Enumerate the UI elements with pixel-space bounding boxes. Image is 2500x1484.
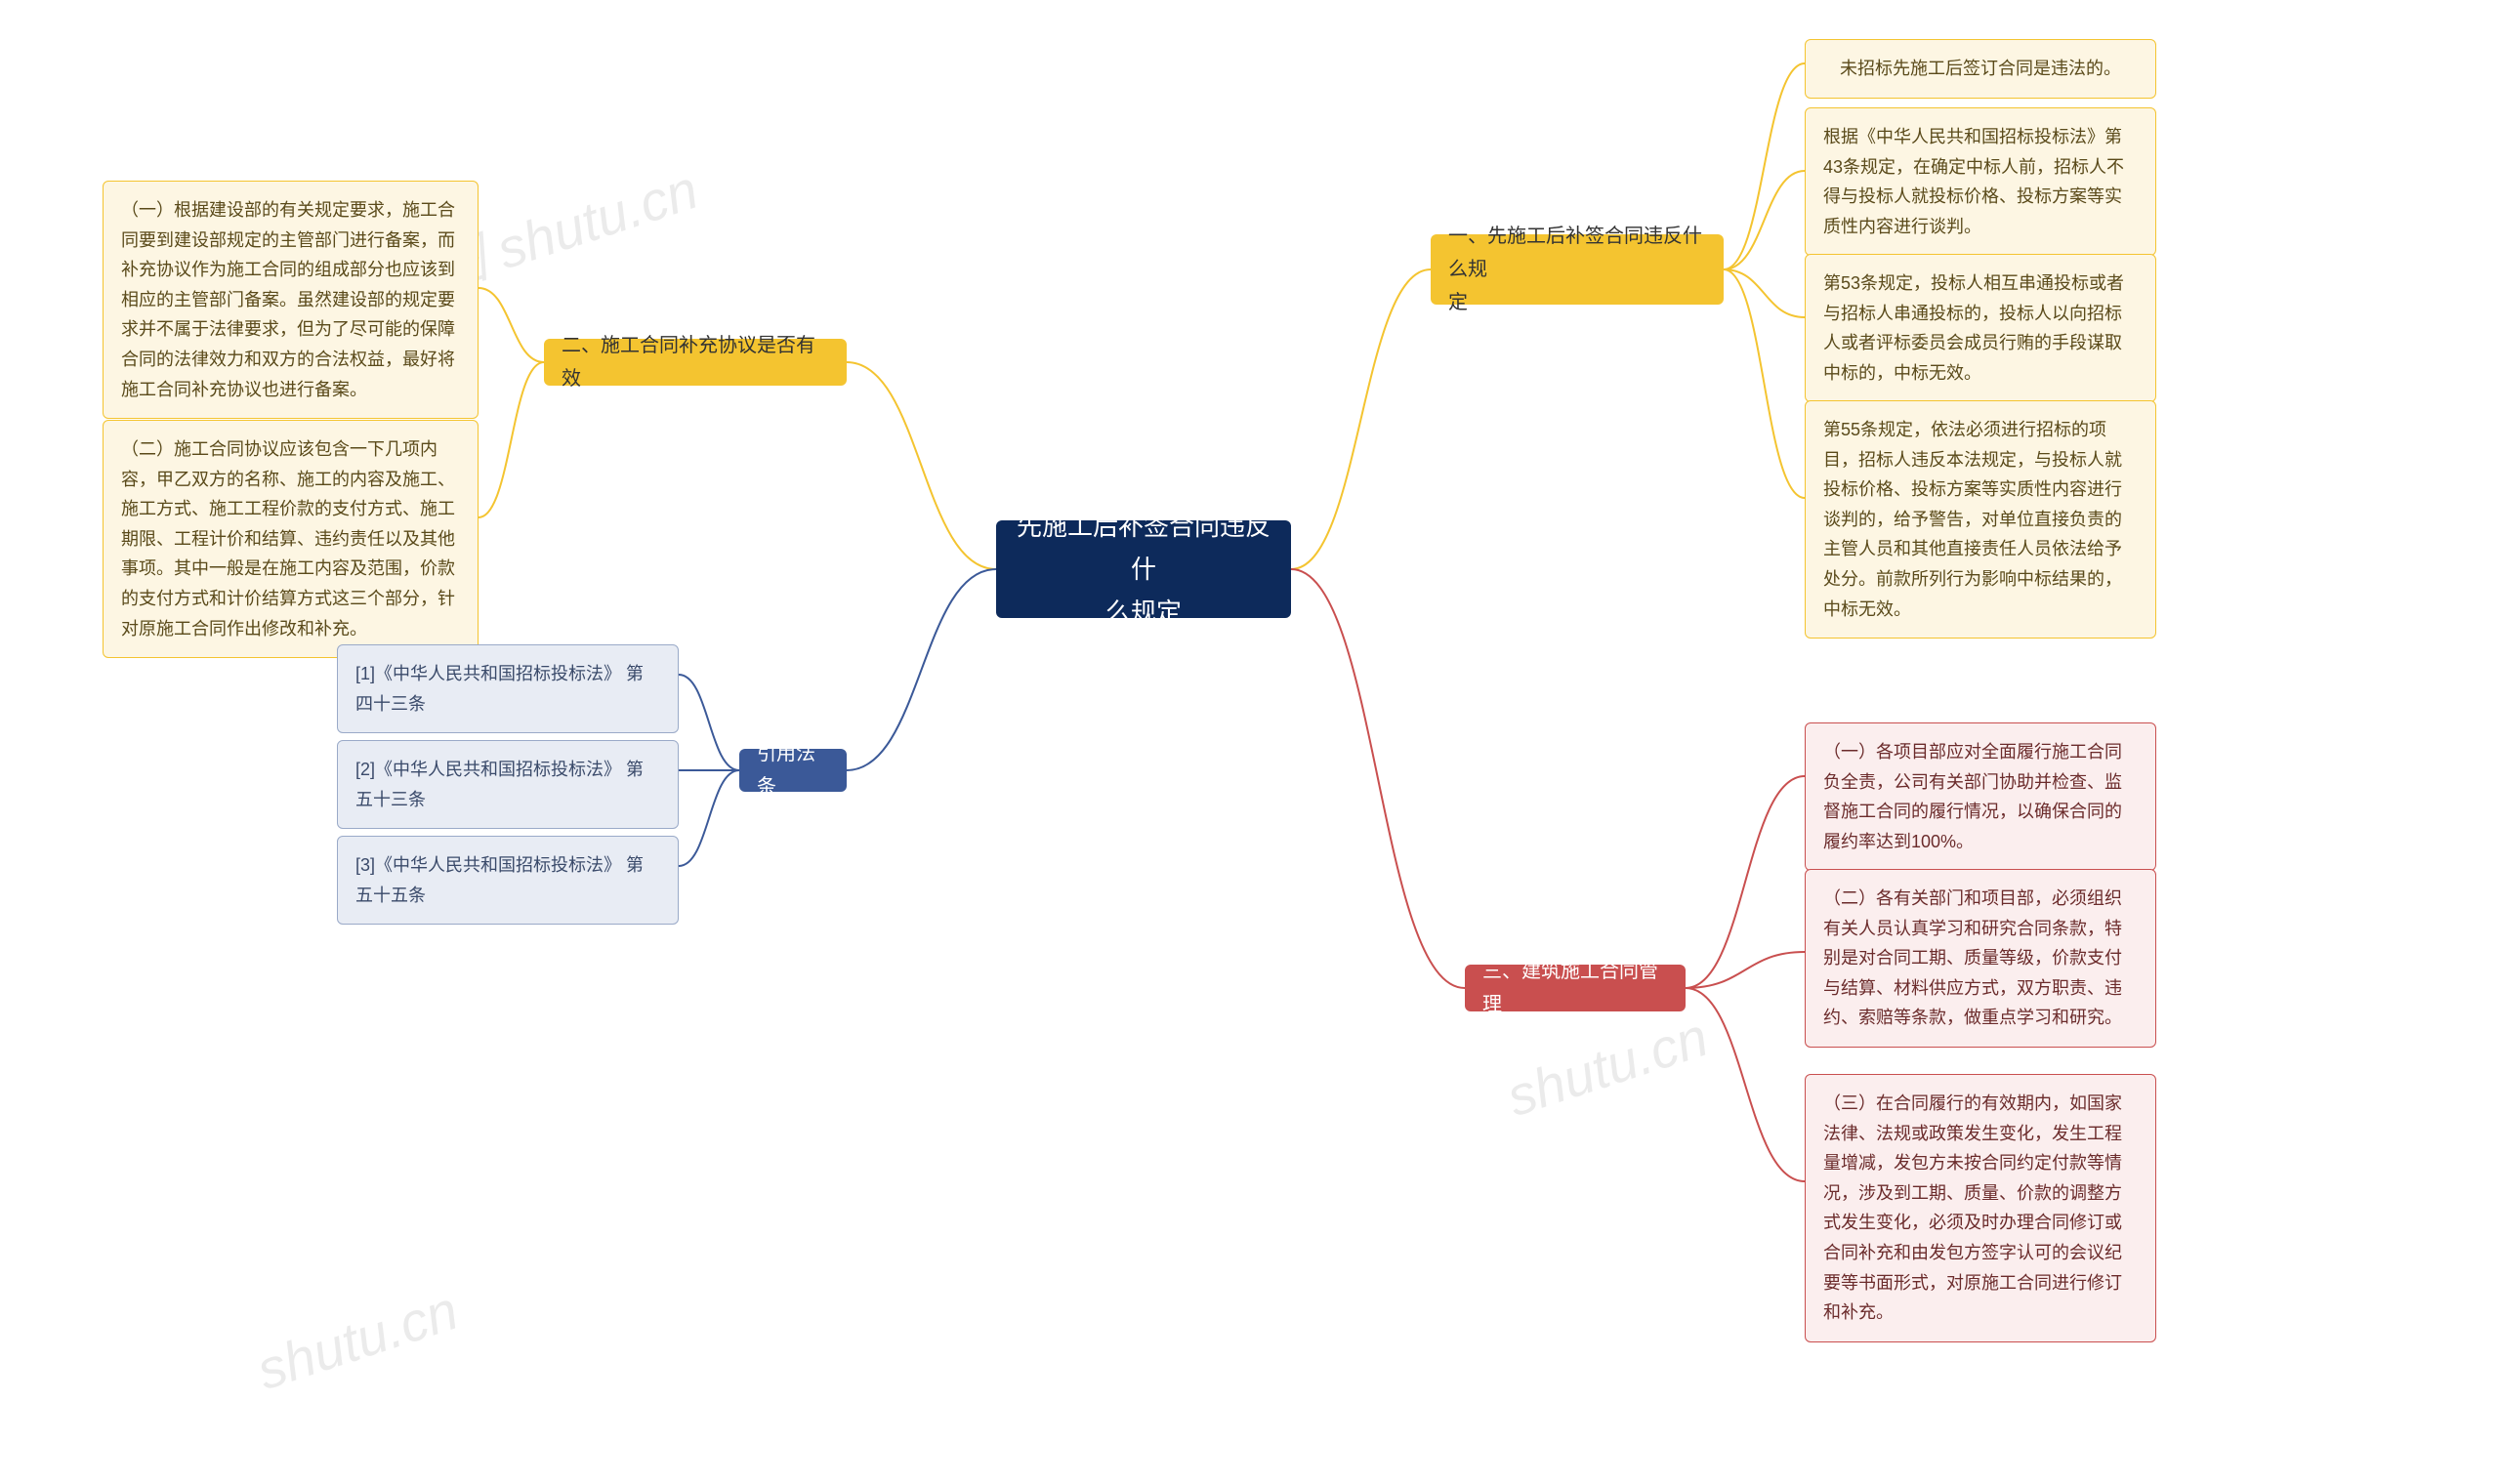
leaf-node: 根据《中华人民共和国招标投标法》第43条规定，在确定中标人前，招标人不得与投标人… [1805, 107, 2156, 256]
leaf-node: 第53条规定，投标人相互串通投标或者与招标人串通投标的，投标人以向招标人或者评标… [1805, 254, 2156, 402]
leaf-node: （二）各有关部门和项目部，必须组织有关人员认真学习和研究合同条款，特别是对合同工… [1805, 869, 2156, 1048]
branch-node-b3: 三、建筑施工合同管理 [1465, 965, 1686, 1011]
leaf-node: 未招标先施工后签订合同是违法的。 [1805, 39, 2156, 99]
leaf-node: （一）根据建设部的有关规定要求，施工合同要到建设部规定的主管部门进行备案，而补充… [103, 181, 479, 419]
branch-node-b1: 一、先施工后补签合同违反什么规 定 [1431, 234, 1724, 305]
watermark: shutu.cn [249, 1278, 465, 1402]
watermark: shutu.cn [1499, 1005, 1715, 1129]
leaf-node: [2]《中华人民共和国招标投标法》 第五十三条 [337, 740, 679, 829]
leaf-node: [3]《中华人民共和国招标投标法》 第五十五条 [337, 836, 679, 925]
branch-node-b2: 二、施工合同补充协议是否有效 [544, 339, 847, 386]
leaf-node: 第55条规定，依法必须进行招标的项目，招标人违反本法规定，与投标人就投标价格、投… [1805, 400, 2156, 639]
leaf-node: [1]《中华人民共和国招标投标法》 第四十三条 [337, 644, 679, 733]
branch-node-b4: 引用法条 [739, 749, 847, 792]
leaf-node: （二）施工合同协议应该包含一下几项内容，甲乙双方的名称、施工的内容及施工、施工方… [103, 420, 479, 658]
leaf-node: （三）在合同履行的有效期内，如国家法律、法规或政策发生变化，发生工程量增减，发包… [1805, 1074, 2156, 1342]
center-node: 先施工后补签合同违反什 么规定 [996, 520, 1291, 618]
leaf-node: （一）各项目部应对全面履行施工合同负全责，公司有关部门协助并检查、监督施工合同的… [1805, 722, 2156, 871]
